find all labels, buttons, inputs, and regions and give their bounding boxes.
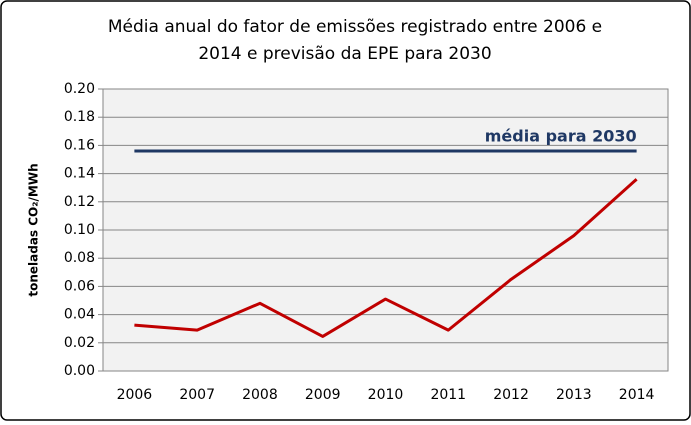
y-tick-label: 0.00 xyxy=(64,363,95,379)
x-tick-label: 2008 xyxy=(242,387,278,403)
y-tick-label: 0.12 xyxy=(64,194,95,210)
x-tick-label: 2007 xyxy=(179,387,215,403)
x-tick-label: 2013 xyxy=(556,387,592,403)
y-tick-label: 0.06 xyxy=(64,278,95,294)
y-tick-label: 0.16 xyxy=(64,137,95,153)
y-tick-label: 0.20 xyxy=(64,81,95,97)
y-tick-label: 0.10 xyxy=(64,222,95,238)
reference-label: média para 2030 xyxy=(485,127,637,146)
x-tick-label: 2009 xyxy=(305,387,341,403)
chart-title: 2014 e previsão da EPE para 2030 xyxy=(198,44,491,64)
y-tick-label: 0.18 xyxy=(64,109,95,125)
y-tick-label: 0.02 xyxy=(64,335,95,351)
x-tick-label: 2006 xyxy=(117,387,153,403)
y-tick-label: 0.14 xyxy=(64,166,95,182)
y-axis-label: toneladas CO₂/MWh xyxy=(27,163,41,296)
x-tick-label: 2014 xyxy=(619,387,655,403)
y-tick-label: 0.04 xyxy=(64,307,95,323)
data-line xyxy=(134,178,638,338)
y-tick-label: 0.08 xyxy=(64,250,95,266)
chart-title: Média anual do fator de emissões registr… xyxy=(108,17,602,37)
x-tick-label: 2010 xyxy=(368,387,404,403)
x-tick-label: 2012 xyxy=(493,387,529,403)
x-tick-label: 2011 xyxy=(430,387,466,403)
